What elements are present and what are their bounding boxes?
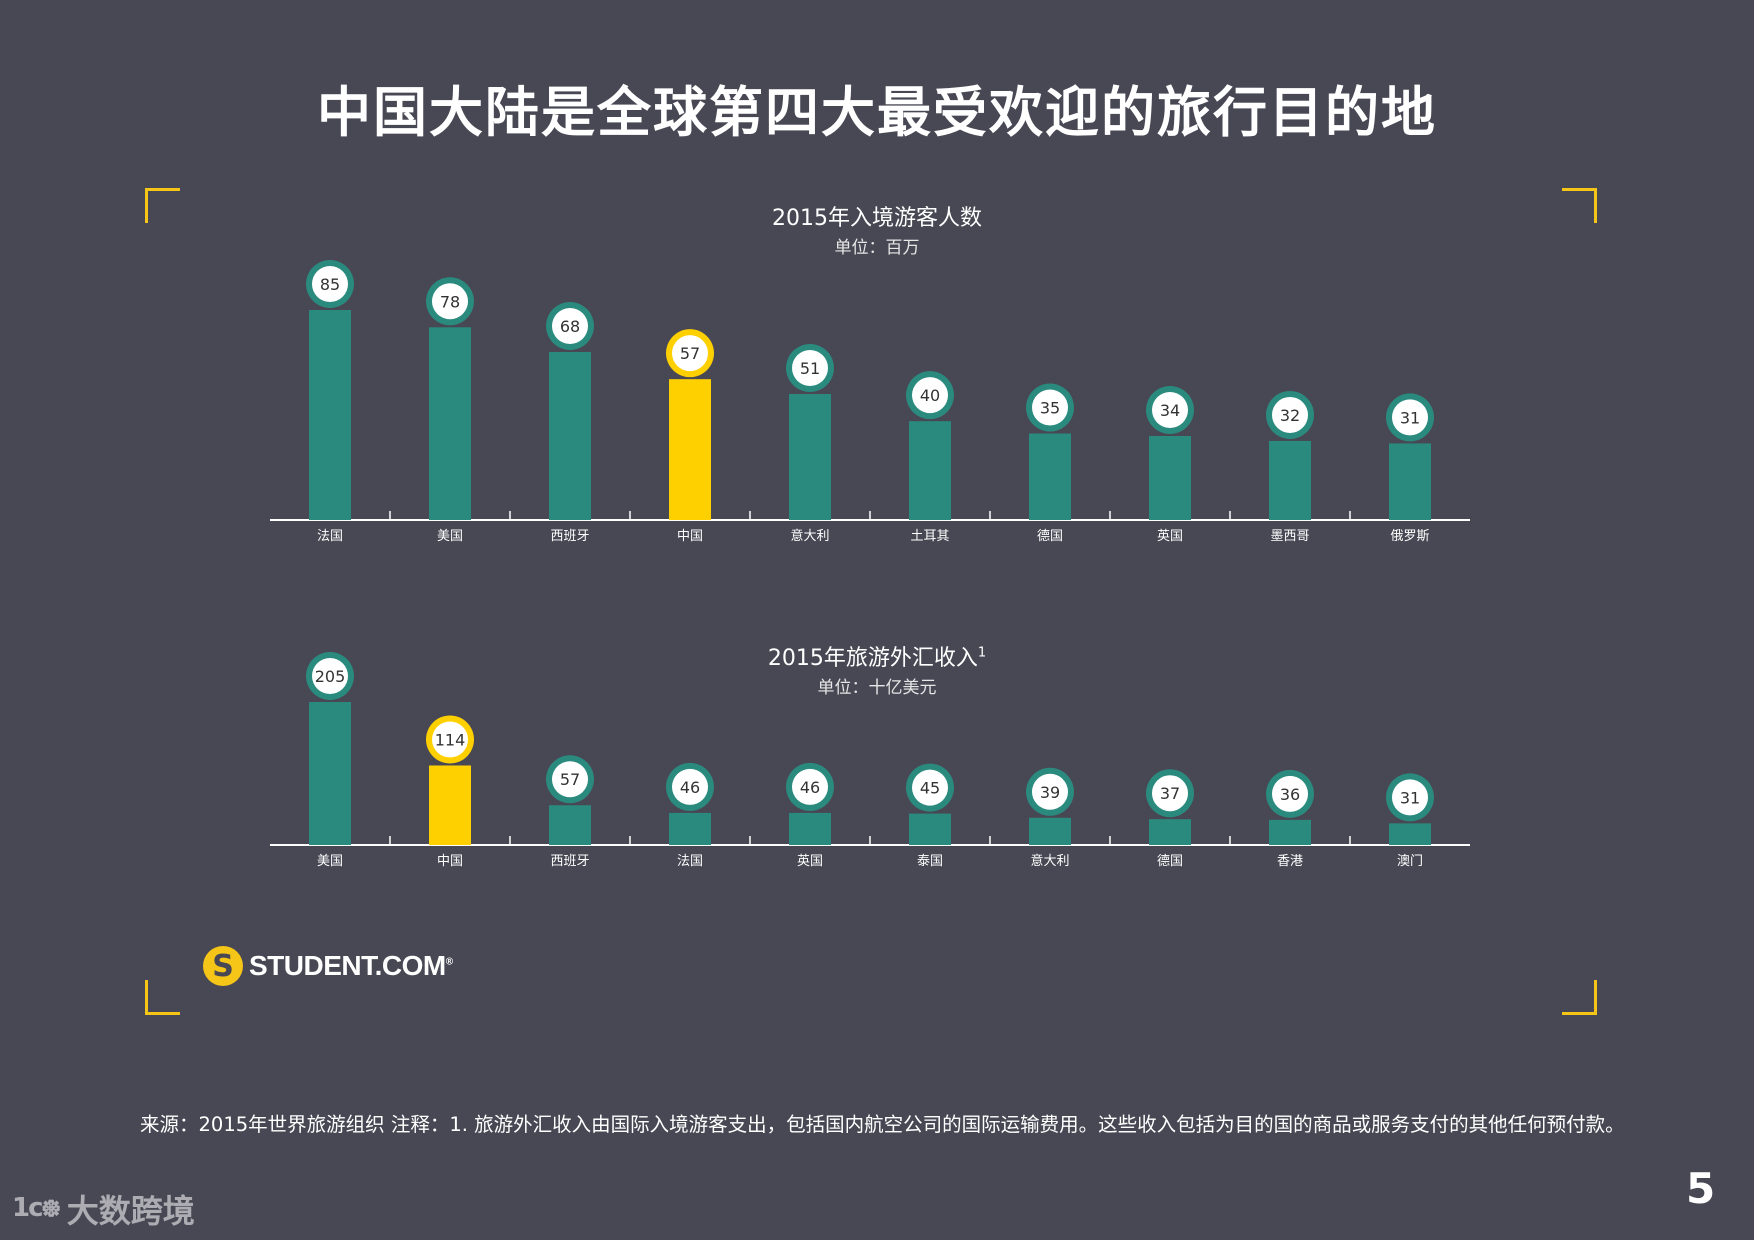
- chart-1-bar: [909, 421, 951, 520]
- chart-2-category-label: 西班牙: [550, 854, 589, 869]
- chart-2-data-label: 114: [435, 730, 466, 749]
- chart-1-unit: 单位：百万: [834, 238, 920, 258]
- corner-bracket-bottom-left: [145, 980, 180, 1015]
- chart-2-category-label: 意大利: [1030, 853, 1069, 869]
- chart-2-bar: [309, 702, 351, 845]
- chart-2-title: 2015年旅游外汇收入1: [767, 645, 987, 671]
- chart-2-data-label: 45: [920, 779, 940, 798]
- chart-1-category-label: 意大利: [790, 528, 829, 544]
- chart-1-category-label: 俄罗斯: [1390, 529, 1429, 544]
- chart-2-data-label: 39: [1040, 783, 1060, 802]
- chart-2-category-label: 美国: [317, 854, 343, 869]
- chart-1-category-label: 西班牙: [550, 529, 589, 544]
- chart-1-data-label: 35: [1040, 399, 1060, 418]
- logo-s-icon: S: [203, 946, 243, 986]
- chart-2-category-label: 泰国: [917, 854, 943, 869]
- source-note: 来源：2015年世界旅游组织 注释：1. 旅游外汇收入由国际入境游客支出，包括国…: [140, 1113, 1625, 1136]
- chart-2-label-bg: [912, 769, 948, 806]
- chart-1-bar: [789, 394, 831, 520]
- chart-1-data-label: 57: [680, 344, 700, 363]
- chart-2-category-label: 澳门: [1397, 853, 1423, 869]
- chart-2-data-label: 205: [315, 667, 346, 686]
- chart-2-bar: [1029, 817, 1071, 845]
- chart-1-category-label: 美国: [437, 529, 463, 544]
- chart-2-data-label: 57: [560, 770, 580, 789]
- chart-2-category-label: 德国: [1157, 854, 1183, 869]
- chart-1-data-label: 51: [800, 359, 820, 378]
- chart-2-bar: [669, 812, 711, 845]
- chart-2-bar: [549, 805, 591, 845]
- watermark-logo-icon: 1ᴄ᪥: [12, 1193, 61, 1223]
- chart-1-data-label: 31: [1400, 408, 1420, 427]
- chart-2-data-label: 46: [680, 778, 700, 797]
- chart-2-bar: [789, 812, 831, 845]
- chart-2-label-bg: [672, 768, 708, 805]
- chart-2-bar: [1149, 819, 1191, 845]
- chart-2-bar: [429, 765, 471, 845]
- chart-1-category-label: 英国: [1157, 529, 1183, 544]
- chart-1-bar: [429, 327, 471, 520]
- chart-1-bar: [549, 352, 591, 520]
- chart-2-label-bg: [312, 658, 348, 694]
- chart-1-data-label: 34: [1160, 401, 1180, 420]
- chart-1-bar: [1389, 443, 1431, 520]
- chart-1-label-bg: [1392, 399, 1428, 436]
- corner-bracket-top-left: [145, 188, 180, 223]
- chart-1-bar: [309, 310, 351, 520]
- chart-1-label-bg: [552, 308, 588, 344]
- chart-2-data-label: 46: [800, 778, 820, 797]
- chart-1-data-label: 85: [320, 275, 340, 294]
- chart-2-label-bg: [552, 761, 588, 798]
- chart-1-category-label: 法国: [317, 529, 343, 544]
- corner-bracket-bottom-right: [1562, 980, 1597, 1015]
- chart-1-label-bg: [912, 377, 948, 414]
- chart-2-bar: [1389, 823, 1431, 845]
- chart-2-data-label: 36: [1280, 785, 1300, 804]
- chart-1-category-label: 中国: [677, 529, 703, 544]
- chart-1-label-bg: [432, 283, 468, 320]
- chart-1-category-label: 德国: [1037, 529, 1063, 544]
- chart-2-label-bg: [1392, 779, 1428, 816]
- page-number: 5: [1686, 1164, 1716, 1213]
- chart-1-label-bg: [1032, 389, 1068, 426]
- chart-1-data-label: 78: [440, 292, 460, 311]
- chart-2-bar: [909, 813, 951, 845]
- chart-2-label-bg: [1272, 775, 1308, 812]
- chart-1-inbound-tourists: 85 法国 78 美国 68 西班牙 57 中国 51 意大利 40 土耳其 35 德国 34 英国 32 墨西哥…: [270, 260, 1470, 544]
- chart-1-bar: [1149, 436, 1191, 520]
- logo-text: STUDENT.COM®: [249, 950, 453, 981]
- chart-2-bar: [1269, 819, 1311, 845]
- watermark-text: 大数跨境: [66, 1192, 195, 1230]
- student-com-logo: S STUDENT.COM®: [203, 944, 453, 988]
- chart-2-data-label: 31: [1400, 788, 1420, 807]
- chart-2-label-bg: [1032, 773, 1068, 810]
- chart-1-label-bg: [672, 335, 708, 372]
- chart-1-data-label: 40: [920, 386, 940, 405]
- chart-1-label-bg: [1152, 392, 1188, 428]
- chart-1-category-label: 土耳其: [910, 529, 949, 544]
- chart-1-category-label: 墨西哥: [1270, 529, 1309, 544]
- chart-2-category-label: 英国: [797, 854, 823, 869]
- chart-1-label-bg: [792, 350, 828, 386]
- chart-1-title: 2015年入境游客人数: [772, 206, 982, 231]
- chart-1-bar: [1029, 433, 1071, 520]
- page-title: 中国大陆是全球第四大最受欢迎的旅行目的地: [317, 81, 1437, 144]
- chart-1-label-bg: [312, 266, 348, 302]
- chart-2-category-label: 法国: [677, 854, 703, 869]
- chart-1-data-label: 68: [560, 317, 580, 336]
- watermark: 1ᴄ᪥ 大数跨境: [12, 1186, 195, 1232]
- chart-1-bar: [1269, 440, 1311, 520]
- chart-2-label-bg: [1152, 775, 1188, 812]
- chart-2-tourism-revenue: 205 美国 114 中国 57 西班牙 46 法国 46 英国 45 泰国 39 意大利 37 德国 36 香港…: [270, 652, 1470, 869]
- chart-1-bar: [669, 379, 711, 520]
- chart-1-label-bg: [1272, 396, 1308, 433]
- chart-2-label-bg: [792, 768, 828, 805]
- corner-bracket-top-right: [1562, 188, 1597, 223]
- chart-2-label-bg: [432, 721, 468, 758]
- chart-2-unit: 单位：十亿美元: [817, 678, 937, 698]
- chart-2-category-label: 香港: [1277, 854, 1303, 869]
- chart-2-data-label: 37: [1160, 784, 1180, 803]
- chart-2-category-label: 中国: [437, 854, 463, 869]
- chart-1-data-label: 32: [1280, 406, 1300, 425]
